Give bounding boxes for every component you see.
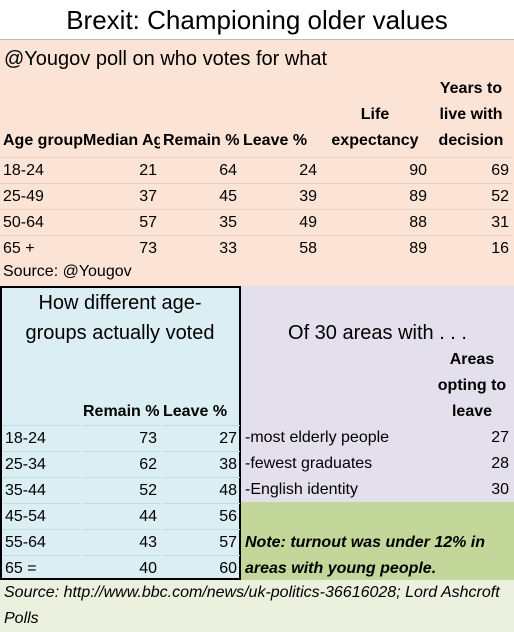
cell: 45: [160, 183, 240, 209]
cell: 25-34: [2, 451, 80, 477]
cell: 27: [162, 425, 240, 451]
column-header: Age group: [3, 132, 83, 149]
voted-title: How different age-groups actually voted: [25, 292, 215, 344]
cell: -most elderly people: [245, 429, 390, 446]
cell: 52: [430, 183, 512, 209]
column-header: Leave %: [243, 132, 308, 149]
cell: 88: [320, 209, 430, 235]
cell: 43: [82, 529, 160, 555]
cell: 35-44: [2, 477, 80, 503]
cell: 89: [320, 235, 430, 261]
cell: 60: [162, 555, 240, 581]
cell: 44: [82, 503, 160, 529]
cell: 65 +: [0, 235, 80, 261]
cell: 90: [320, 157, 430, 183]
cell: 55-64: [2, 529, 80, 555]
poll-panel: [0, 40, 514, 286]
column-header: Median Age: [83, 132, 160, 149]
cell: 37: [80, 183, 160, 209]
cell: 56: [162, 503, 240, 529]
cell: 18-24: [0, 157, 80, 183]
cell: 25-49: [0, 183, 80, 209]
voted-panel: [0, 286, 241, 580]
cell: 24: [240, 157, 320, 183]
source: Source: http://www.bbc.com/news/uk-polit…: [0, 580, 514, 632]
cell: 73: [82, 425, 160, 451]
column-header: Remain %: [83, 403, 160, 420]
column-header: Years to live with decision: [438, 80, 504, 149]
column-header: Leave %: [163, 403, 228, 420]
cell: 57: [162, 529, 240, 555]
cell: 18-24: [2, 425, 80, 451]
cell: 52: [82, 477, 160, 503]
note: Note: turnout was under 12% in areas wit…: [241, 502, 514, 580]
cell: -English identity: [245, 481, 358, 498]
cell: 28: [491, 455, 509, 472]
cell: 65 =: [2, 555, 80, 581]
title: Brexit: Championing older values: [0, 0, 514, 40]
cell: 31: [430, 209, 512, 235]
poll-subtitle: @Yougov poll on who votes for what: [4, 48, 328, 70]
cell: 89: [320, 183, 430, 209]
column-header: Remain %: [163, 132, 240, 149]
cell: 69: [430, 157, 512, 183]
cell: 21: [80, 157, 160, 183]
column-header: Areas opting to leave: [437, 351, 507, 420]
cell: 45-54: [2, 503, 80, 529]
cell: 50-64: [0, 209, 80, 235]
cell: 64: [160, 157, 240, 183]
cell: 73: [80, 235, 160, 261]
cell: 49: [240, 209, 320, 235]
cell: 40: [82, 555, 160, 581]
areas-title: Of 30 areas with . . .: [288, 322, 467, 344]
areas-panel: [241, 286, 514, 502]
cell: -fewest graduates: [245, 455, 373, 472]
cell: 62: [82, 451, 160, 477]
poll-source: Source: @Yougov: [3, 263, 132, 280]
cell: 38: [162, 451, 240, 477]
cell: 39: [240, 183, 320, 209]
cell: 58: [240, 235, 320, 261]
cell: 30: [491, 481, 509, 498]
column-header: Life expectancy: [331, 106, 419, 149]
cell: 35: [160, 209, 240, 235]
cell: 27: [491, 429, 509, 446]
cell: 48: [162, 477, 240, 503]
cell: 57: [80, 209, 160, 235]
cell: 33: [160, 235, 240, 261]
cell: 16: [430, 235, 512, 261]
